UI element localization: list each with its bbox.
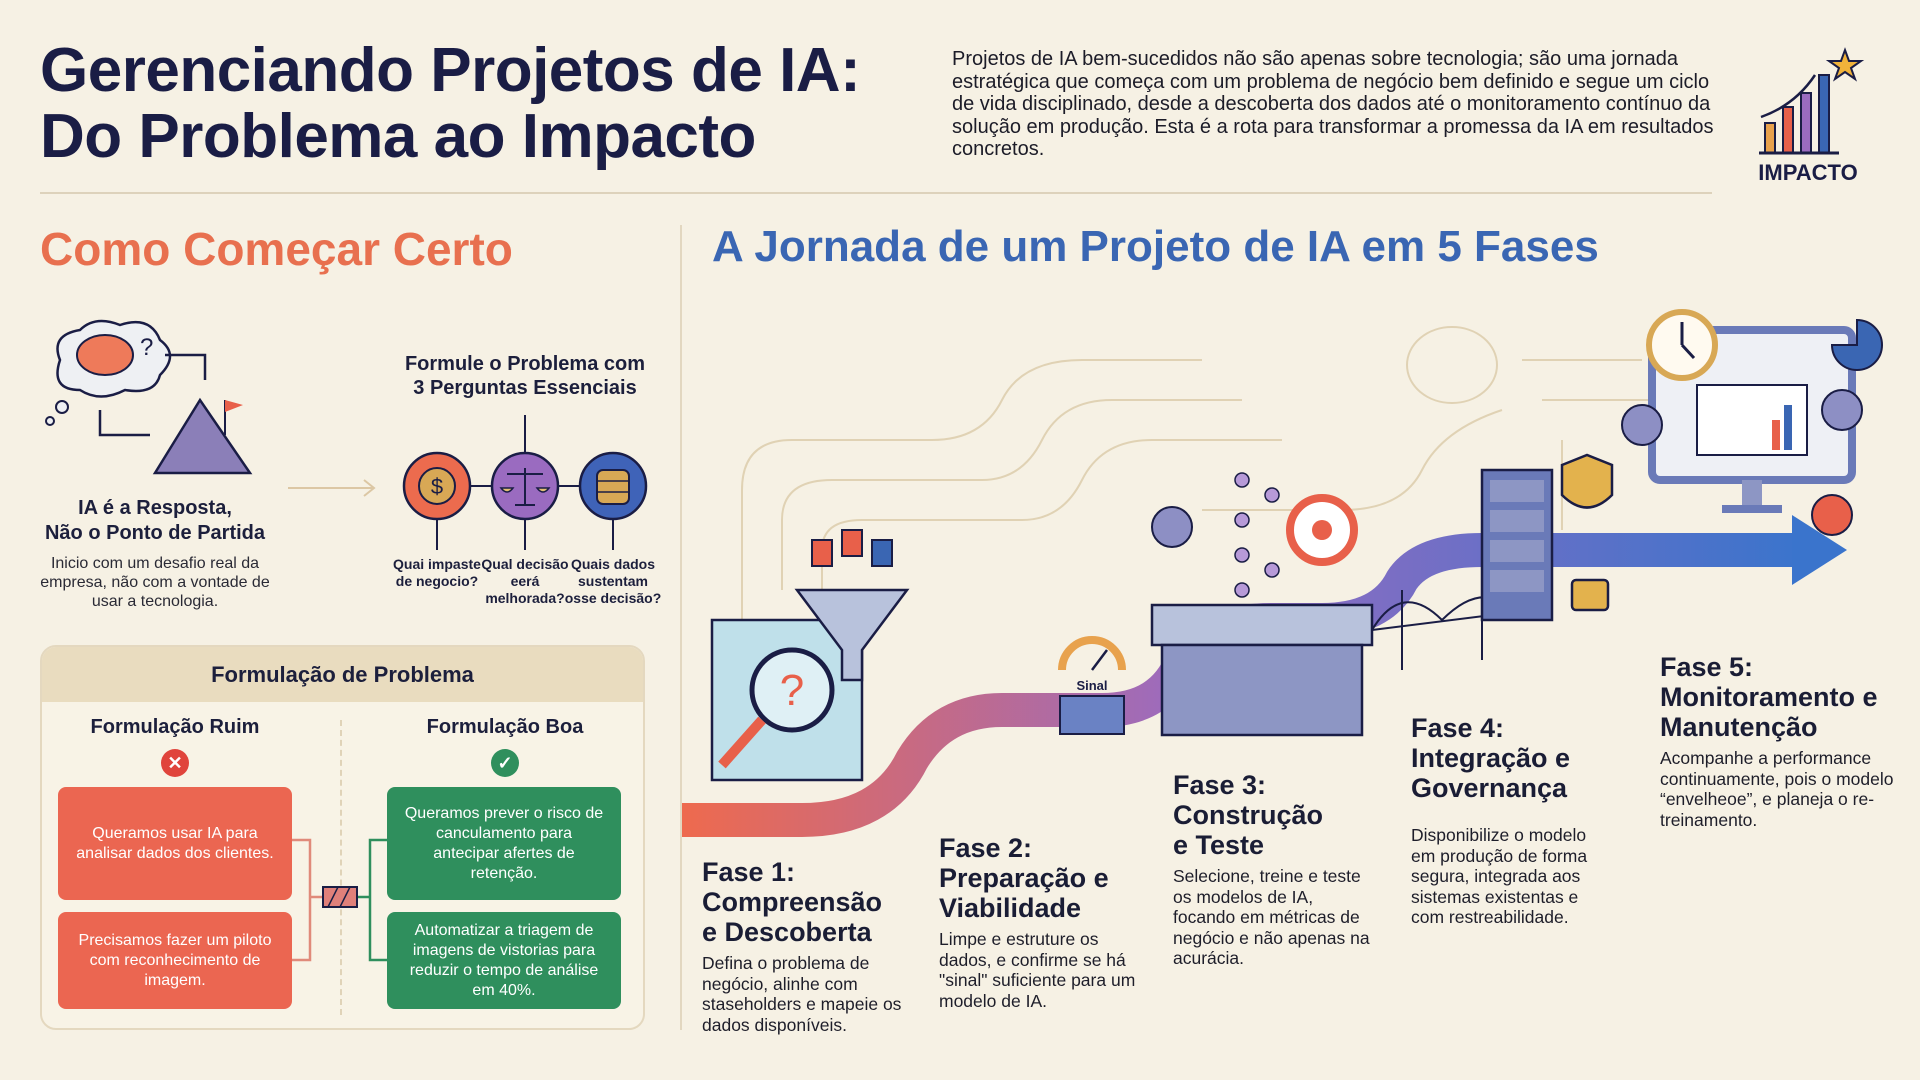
good-heading: Formulação Boa <box>426 716 584 738</box>
scale-icon <box>490 451 560 521</box>
funnel-icon <box>794 529 910 682</box>
bracket-connector <box>292 838 388 962</box>
start-title-line-1: IA é a Resposta, <box>78 497 232 519</box>
gear-icon <box>1621 404 1663 446</box>
question-label-1: Quai impaste de negocio? <box>393 556 481 589</box>
good-example-1: Queramos prever o risco de canculamento … <box>387 787 621 900</box>
phase-5-desc: Acompanhe a performance continuamente, p… <box>1660 748 1894 830</box>
svg-text:?: ? <box>140 334 153 361</box>
brain-mountain-illustration: ? <box>45 319 253 475</box>
svg-text:$: $ <box>431 474 443 499</box>
questions-diagram: $ <box>402 415 648 550</box>
start-title-line-2: Não o Ponto de Partida <box>44 522 266 544</box>
start-description: Inicio com um desafio real da empresa, n… <box>40 555 270 610</box>
left-section-heading: Como Começar Certo <box>40 223 513 275</box>
questions-heading-line-2: 3 Perguntas Essenciais <box>413 377 637 399</box>
phase-1-title: Compreensão e Descoberta <box>702 887 883 947</box>
lab-bench-icon <box>1150 472 1374 737</box>
phase-3-number: Fase 3: <box>1173 770 1267 800</box>
phase-4: Fase 4: Integração e Governança Disponib… <box>1411 713 1651 928</box>
phase-2-title: Preparação e Viabilidade <box>939 863 1109 923</box>
title-line-1: Gerenciando Projetos de IA: <box>40 36 861 105</box>
phase-5-title: Monitoramento e Manutenção <box>1660 682 1878 742</box>
phase-5: Fase 5: Monitoramento e Manutenção Acomp… <box>1660 652 1900 830</box>
title-line-2: Do Problema ao Impacto <box>40 102 756 171</box>
x-icon: ✕ <box>161 749 189 777</box>
mountain-icon <box>152 397 253 475</box>
journey-illustration: ? Sinal <box>682 309 1883 837</box>
bad-example-1: Queramos usar IA para analisar dados dos… <box>58 787 292 900</box>
gear-icon <box>1821 389 1863 431</box>
phase-3-title: Construção e Teste <box>1173 800 1324 860</box>
question-label-2: Qual decisão eerá melhorada? <box>481 556 569 606</box>
phase-1-number: Fase 1: <box>702 857 796 887</box>
check-icon: ✓ <box>491 749 519 777</box>
impact-chart-icon <box>1759 47 1865 155</box>
arrow-head-icon <box>1792 515 1847 585</box>
shield-check-icon <box>1560 453 1614 509</box>
barrier-icon <box>322 886 358 908</box>
phase-4-desc: Disponibilize o modelo em produção de fo… <box>1411 825 1588 927</box>
phase-4-number: Fase 4: <box>1411 713 1505 743</box>
gear-icon <box>1151 506 1193 548</box>
phase-4-title: Integração e Governança <box>1411 743 1571 803</box>
phase-5-number: Fase 5: <box>1660 652 1754 682</box>
formulation-title: Formulação de Problema <box>42 647 643 702</box>
money-cycle-icon: $ <box>402 451 472 521</box>
map-magnifier-icon: ? <box>710 618 864 782</box>
journey-heading: A Jornada de um Projeto de IA em 5 Fases <box>712 222 1599 271</box>
server-icon <box>1480 468 1554 622</box>
signal-gauge-icon: Sinal <box>1058 636 1126 735</box>
good-example-2: Automatizar a triagem de imagens de vist… <box>387 912 621 1009</box>
bad-example-2: Precisamos fazer um piloto com reconheci… <box>58 912 292 1009</box>
pie-chart-icon <box>1830 318 1883 371</box>
phase-2-number: Fase 2: <box>939 833 1033 863</box>
column-divider <box>680 225 682 1030</box>
phase-1-desc: Defina o problema de negócio, alinhe com… <box>702 953 902 1035</box>
questions-heading: Formule o Problema com 3 Perguntas Essen… <box>395 352 655 400</box>
circuit-lines <box>741 326 1672 650</box>
signal-label: Sinal <box>1076 678 1107 693</box>
arrow-right-icon <box>288 479 376 497</box>
phase-2-desc: Limpe e estruture os dados, e confirme s… <box>939 929 1136 1011</box>
bad-heading: Formulação Ruim <box>90 716 260 738</box>
impact-logo-label: IMPACTO <box>1758 160 1858 185</box>
svg-text:?: ? <box>780 666 804 715</box>
database-icon <box>578 451 648 521</box>
questions-heading-line-1: Formule o Problema com <box>404 353 646 375</box>
start-title: IA é a Resposta, Não o Ponto de Partida <box>30 496 280 546</box>
page-title: Gerenciando Projetos de IA: Do Problema … <box>40 36 861 171</box>
phase-1: Fase 1: Compreensão e Descoberta Defina … <box>702 857 942 1035</box>
formulation-divider <box>340 720 342 1015</box>
phase-3: Fase 3: Construção e Teste Selecione, tr… <box>1173 770 1413 969</box>
intro-text: Projetos de IA bem-sucedidos não são ape… <box>952 48 1714 160</box>
neural-network-icon <box>1234 472 1280 598</box>
question-label-3: Quais dados sustentam osse decisão? <box>564 556 662 606</box>
phase-2: Fase 2: Preparação e Viabilidade Limpe e… <box>939 833 1179 1011</box>
header-divider <box>40 192 1712 194</box>
brain-icon <box>76 334 134 376</box>
gear-icon <box>1811 494 1853 536</box>
phase-3-desc: Selecione, treine e teste os modelos de … <box>1173 866 1370 968</box>
lock-icon <box>1570 578 1610 612</box>
